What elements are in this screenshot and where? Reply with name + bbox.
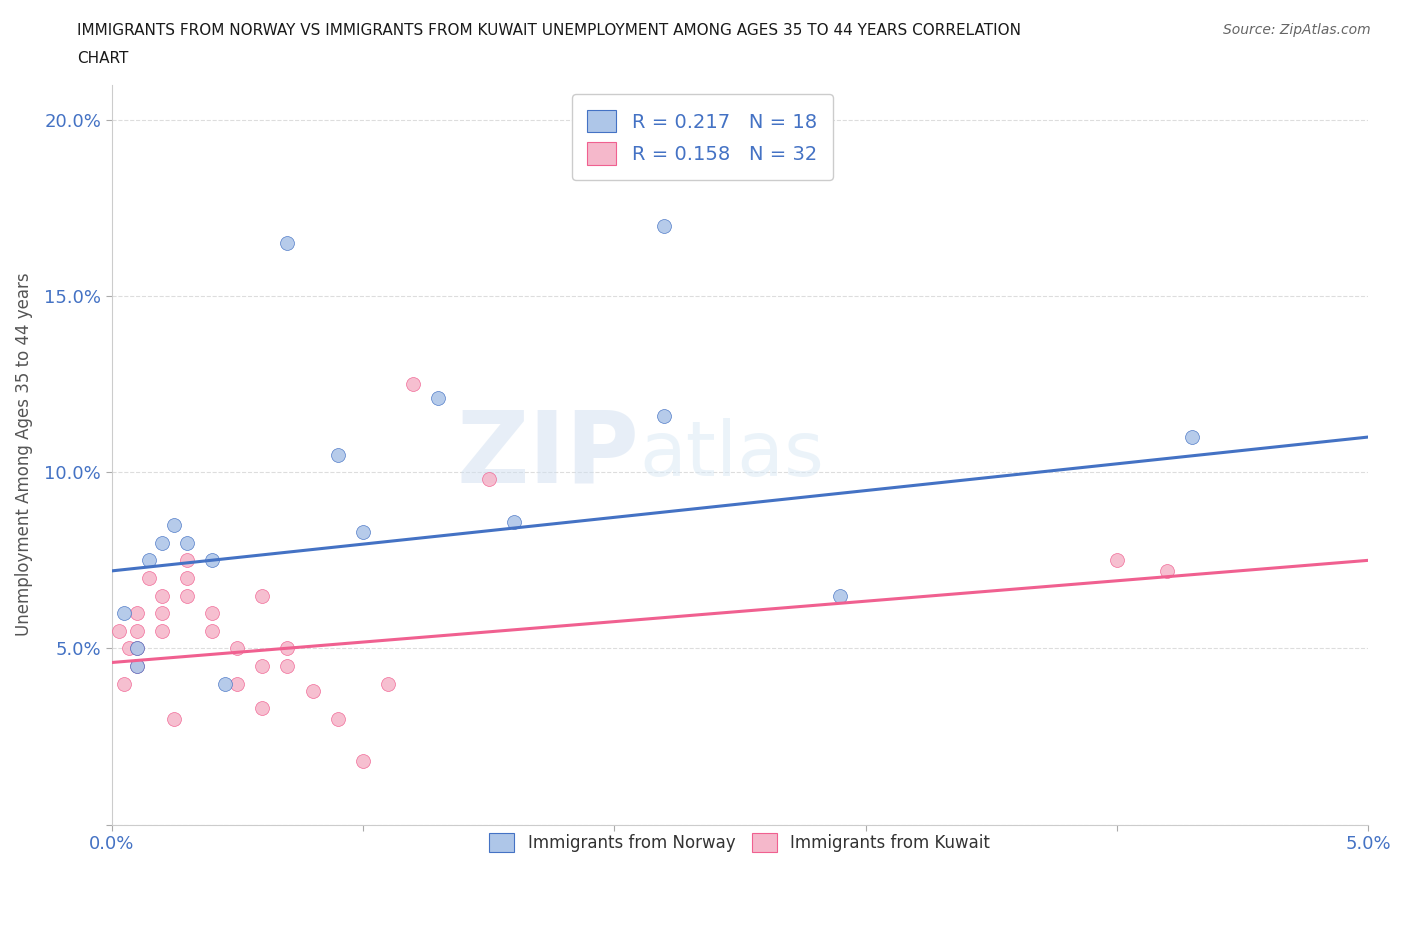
Point bbox=[326, 711, 349, 726]
Text: CHART: CHART bbox=[77, 51, 129, 66]
Text: ZIP: ZIP bbox=[457, 406, 640, 503]
Point bbox=[138, 553, 160, 568]
Point bbox=[138, 570, 160, 585]
Point bbox=[176, 553, 198, 568]
Point bbox=[301, 684, 323, 698]
Point bbox=[252, 701, 274, 716]
Point bbox=[427, 391, 450, 405]
Point bbox=[125, 623, 148, 638]
Point bbox=[214, 676, 236, 691]
Point bbox=[830, 588, 852, 603]
Text: atlas: atlas bbox=[640, 418, 824, 492]
Point bbox=[654, 408, 676, 423]
Point bbox=[502, 514, 524, 529]
Point bbox=[1105, 553, 1128, 568]
Legend: Immigrants from Norway, Immigrants from Kuwait: Immigrants from Norway, Immigrants from … bbox=[481, 825, 998, 860]
Point bbox=[118, 641, 141, 656]
Y-axis label: Unemployment Among Ages 35 to 44 years: Unemployment Among Ages 35 to 44 years bbox=[15, 272, 32, 636]
Point bbox=[252, 658, 274, 673]
Point bbox=[150, 623, 173, 638]
Point bbox=[125, 658, 148, 673]
Text: Source: ZipAtlas.com: Source: ZipAtlas.com bbox=[1223, 23, 1371, 37]
Point bbox=[150, 588, 173, 603]
Point bbox=[276, 658, 298, 673]
Point bbox=[402, 377, 425, 392]
Point bbox=[125, 605, 148, 620]
Point bbox=[1156, 564, 1178, 578]
Point bbox=[201, 553, 224, 568]
Point bbox=[201, 623, 224, 638]
Point bbox=[176, 536, 198, 551]
Point bbox=[125, 641, 148, 656]
Point bbox=[112, 676, 135, 691]
Point bbox=[326, 447, 349, 462]
Point bbox=[477, 472, 499, 486]
Point bbox=[276, 236, 298, 251]
Point bbox=[252, 588, 274, 603]
Point bbox=[654, 219, 676, 233]
Point bbox=[163, 518, 186, 533]
Point bbox=[1181, 430, 1204, 445]
Point bbox=[163, 711, 186, 726]
Point bbox=[352, 753, 374, 768]
Point bbox=[108, 623, 131, 638]
Point bbox=[377, 676, 399, 691]
Point bbox=[226, 676, 249, 691]
Point bbox=[176, 570, 198, 585]
Point bbox=[226, 641, 249, 656]
Point bbox=[176, 588, 198, 603]
Point bbox=[352, 525, 374, 539]
Point bbox=[150, 536, 173, 551]
Point bbox=[150, 605, 173, 620]
Text: IMMIGRANTS FROM NORWAY VS IMMIGRANTS FROM KUWAIT UNEMPLOYMENT AMONG AGES 35 TO 4: IMMIGRANTS FROM NORWAY VS IMMIGRANTS FRO… bbox=[77, 23, 1021, 38]
Point bbox=[201, 605, 224, 620]
Point bbox=[112, 605, 135, 620]
Point bbox=[276, 641, 298, 656]
Point bbox=[125, 658, 148, 673]
Point bbox=[125, 641, 148, 656]
